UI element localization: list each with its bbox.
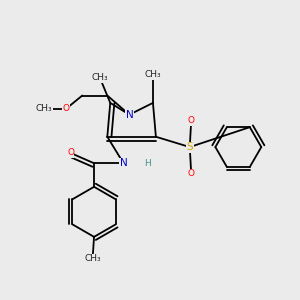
Text: O: O [67, 148, 74, 158]
Text: N: N [120, 158, 128, 168]
Text: CH₃: CH₃ [145, 70, 161, 80]
Text: H: H [144, 159, 150, 168]
Text: S: S [186, 142, 193, 152]
Text: CH₃: CH₃ [92, 74, 108, 82]
Text: O: O [188, 116, 195, 125]
Text: O: O [188, 169, 195, 178]
Text: CH₃: CH₃ [84, 254, 101, 263]
Text: O: O [63, 104, 70, 113]
Text: CH₃: CH₃ [36, 104, 52, 113]
Text: N: N [125, 110, 133, 120]
